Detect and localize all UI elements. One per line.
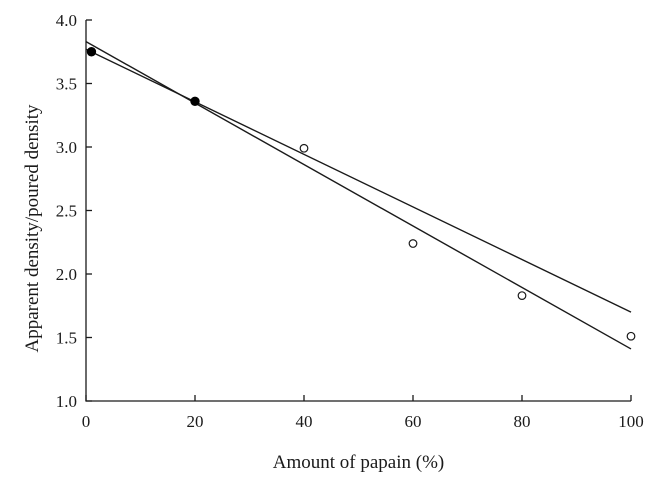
y-axis-title: Apparent density/poured density [22,104,43,353]
fit-lines [85,40,632,350]
x-tick-label: 40 [296,412,313,431]
data-points [86,47,636,341]
data-point-open [517,291,527,300]
fit-line [85,40,632,350]
y-tick-label: 4.0 [56,11,77,30]
x-tick-label: 100 [618,412,644,431]
x-tick-label: 20 [187,412,204,431]
y-tick-label: 3.0 [56,138,77,157]
data-point-filled [190,96,200,106]
axes: 0 20 40 60 80 100 1.0 1.5 2.0 2.5 3.0 3.5 4.0 [56,11,644,431]
fit-line [85,48,632,313]
data-point-open [299,143,309,153]
data-point-open [626,331,636,341]
y-tick-label: 2.5 [56,202,77,221]
x-tick-label: 80 [514,412,531,431]
y-tick-label: 1.0 [56,392,77,411]
x-ticks: 0 20 40 60 80 100 [82,395,644,431]
axis-lines [85,20,631,402]
data-point-filled [86,47,97,57]
y-ticks: 1.0 1.5 2.0 2.5 3.0 3.5 4.0 [56,11,92,411]
x-tick-label: 60 [405,412,422,431]
x-tick-label: 0 [82,412,91,431]
y-tick-label: 2.0 [56,265,77,284]
y-tick-label: 3.5 [56,75,77,94]
y-tick-label: 1.5 [56,329,77,348]
x-axis-title: Amount of papain (%) [273,452,444,473]
data-point-open [408,239,418,248]
